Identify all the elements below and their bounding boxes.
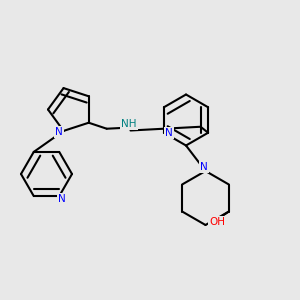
Text: OH: OH	[209, 217, 225, 227]
Text: N: N	[165, 128, 173, 138]
Text: N: N	[55, 128, 63, 137]
Text: N: N	[58, 194, 66, 204]
Text: NH: NH	[121, 119, 137, 129]
Text: N: N	[200, 162, 208, 172]
